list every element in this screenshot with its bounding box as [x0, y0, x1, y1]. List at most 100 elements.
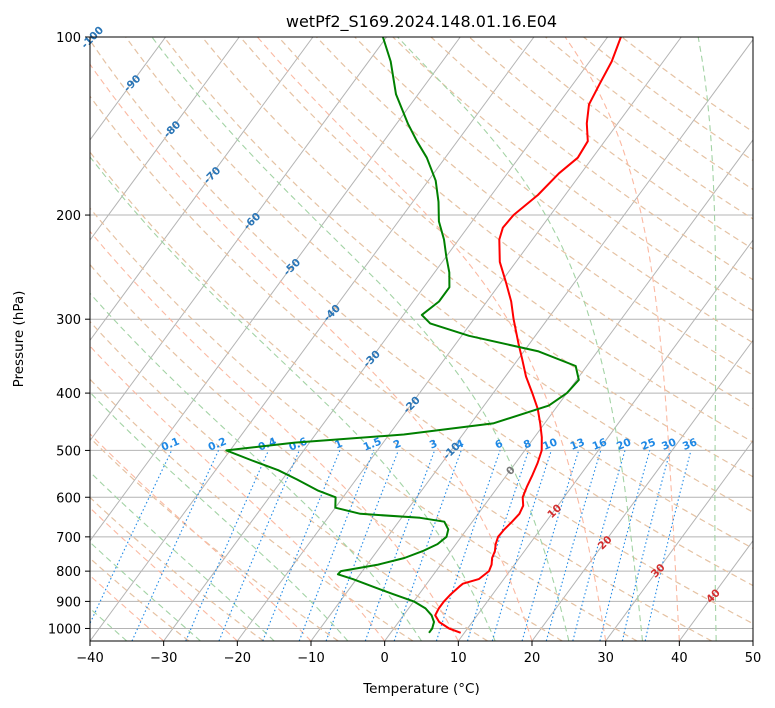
- y-tick-label: 500: [56, 444, 81, 459]
- y-tick-label: 300: [56, 313, 81, 328]
- isotherm-line: [90, 37, 388, 442]
- mixing-ratio-label: 20: [615, 436, 633, 453]
- isotherm-line: [90, 37, 314, 342]
- moist-adiabat: [90, 230, 459, 641]
- dry-adiabat: [90, 557, 190, 641]
- moist-adiabat: [564, 37, 680, 641]
- isotherm-line: [90, 37, 535, 641]
- isotherm-line: [90, 37, 167, 141]
- y-tick-label: 800: [56, 565, 81, 580]
- dewpoint-profile: [225, 37, 580, 634]
- x-tick-label: 50: [745, 651, 762, 666]
- x-tick-label: −30: [150, 651, 177, 666]
- mixing-ratio-label: 10: [541, 436, 559, 453]
- x-tick-label: 10: [450, 651, 467, 666]
- moist-adiabat: [90, 471, 275, 641]
- dry-adiabat: [277, 37, 753, 409]
- moist-adiabat: [151, 37, 570, 641]
- moist-adiabat: [90, 574, 165, 641]
- y-tick-label: 600: [56, 491, 81, 506]
- mixing-ratio-line: [491, 450, 552, 641]
- dry-adiabat: [90, 378, 414, 641]
- dry-adiabat: [90, 39, 753, 587]
- dry-adiabat: [90, 95, 753, 625]
- y-tick-label: 100: [56, 31, 81, 46]
- y-axis-label: Pressure (hPa): [11, 291, 27, 388]
- mixing-ratio-label: 16: [591, 436, 609, 453]
- y-tick-label: 400: [56, 387, 81, 402]
- dry-adiabat: [90, 320, 488, 641]
- mixing-ratio-line: [621, 450, 671, 641]
- mixing-ratio-label: 0.6: [287, 436, 309, 454]
- mixing-ratio-label: 30: [660, 436, 678, 453]
- mixing-ratio-label: 8: [522, 438, 533, 452]
- moist-adiabat: [90, 391, 349, 641]
- moist-adiabat: [90, 345, 386, 641]
- dry-adiabat: [506, 37, 753, 220]
- mixing-ratio-labels: 0.1 0.2 0.4 0.6 1 1.5 2 3 4 6 8 10 13 16 20 25 30 36: [160, 436, 699, 454]
- moist-adiabat: [90, 292, 422, 641]
- dry-adiabat: [90, 263, 563, 641]
- x-tick-label: −40: [76, 651, 103, 666]
- mixing-ratio-label: 0.1: [160, 436, 182, 454]
- x-tick-label: 30: [597, 651, 614, 666]
- moist-adiabat: [90, 433, 312, 641]
- isotherm-line: [752, 640, 753, 641]
- mixing-ratio-line: [393, 450, 462, 641]
- mixing-ratio-line: [364, 450, 436, 641]
- x-axis-label: Temperature (°C): [362, 681, 480, 697]
- dry-adiabat: [90, 496, 264, 641]
- isotherm-line: [236, 37, 682, 641]
- mixing-ratio-label: 1: [333, 438, 344, 452]
- moist-adiabat: [397, 37, 644, 641]
- mixing-ratio-label: 36: [681, 436, 699, 453]
- isotherm-label: -90: [122, 73, 144, 95]
- isotherm-line: [605, 439, 753, 641]
- y-tick-label: 700: [56, 531, 81, 546]
- mixing-ratio-line: [185, 450, 270, 641]
- isotherm-line: [457, 239, 753, 641]
- mixing-ratio-line: [262, 450, 341, 641]
- plot-frame: [89, 36, 754, 642]
- mixing-ratio-label: 13: [569, 436, 587, 453]
- mixing-ratio-line: [521, 450, 580, 641]
- y-axis-ticks: 100 200 300 400 500 600 700 800 900 1000: [48, 31, 90, 637]
- profile-lines: [225, 37, 622, 634]
- x-tick-label: 0: [381, 651, 389, 666]
- mixing-ratio-line: [572, 450, 626, 641]
- mixing-ratio-line: [218, 450, 300, 641]
- moist-adiabat: [90, 156, 496, 641]
- background-lines: [90, 37, 753, 641]
- isotherm-line: [90, 37, 240, 241]
- x-tick-label: 20: [524, 651, 541, 666]
- mixing-ratio-line: [298, 450, 375, 641]
- mixing-ratio-label: 4: [454, 438, 465, 452]
- moist-adiabat: [90, 541, 201, 641]
- x-tick-label: −10: [297, 651, 324, 666]
- dry-adiabat: [163, 37, 753, 513]
- moist-adiabat: [256, 37, 607, 641]
- moist-adiabat: [90, 63, 533, 641]
- chart-title: wetPf2_S169.2024.148.01.16.E04: [286, 12, 557, 32]
- mixing-ratio-line: [466, 450, 530, 641]
- isotherm-line: [384, 139, 753, 641]
- moist-adiabat: [90, 507, 238, 641]
- mixing-ratio-label: 2: [392, 438, 403, 452]
- isotherm-label: -60: [241, 210, 263, 232]
- isotherm-label: -80: [161, 119, 183, 141]
- isotherm-label: -40: [321, 302, 343, 324]
- dry-adiabat: [90, 151, 712, 641]
- dry-adiabat: [621, 37, 753, 133]
- mixing-ratio-line: [644, 450, 692, 641]
- mixing-ratio-label: 3: [428, 438, 439, 452]
- isotherm-line: [90, 37, 461, 542]
- mixing-ratio-label: 6: [493, 438, 504, 452]
- dry-adiabat: [90, 207, 638, 641]
- y-tick-label: 1000: [48, 622, 81, 637]
- dry-adiabat: [354, 37, 753, 344]
- x-tick-label: 40: [671, 651, 688, 666]
- temperature-profile: [434, 37, 622, 634]
- x-axis-ticks: −40 −30 −20 −10 0 10 20 30 40 50: [76, 641, 761, 666]
- mixing-ratio-label: 25: [640, 436, 658, 453]
